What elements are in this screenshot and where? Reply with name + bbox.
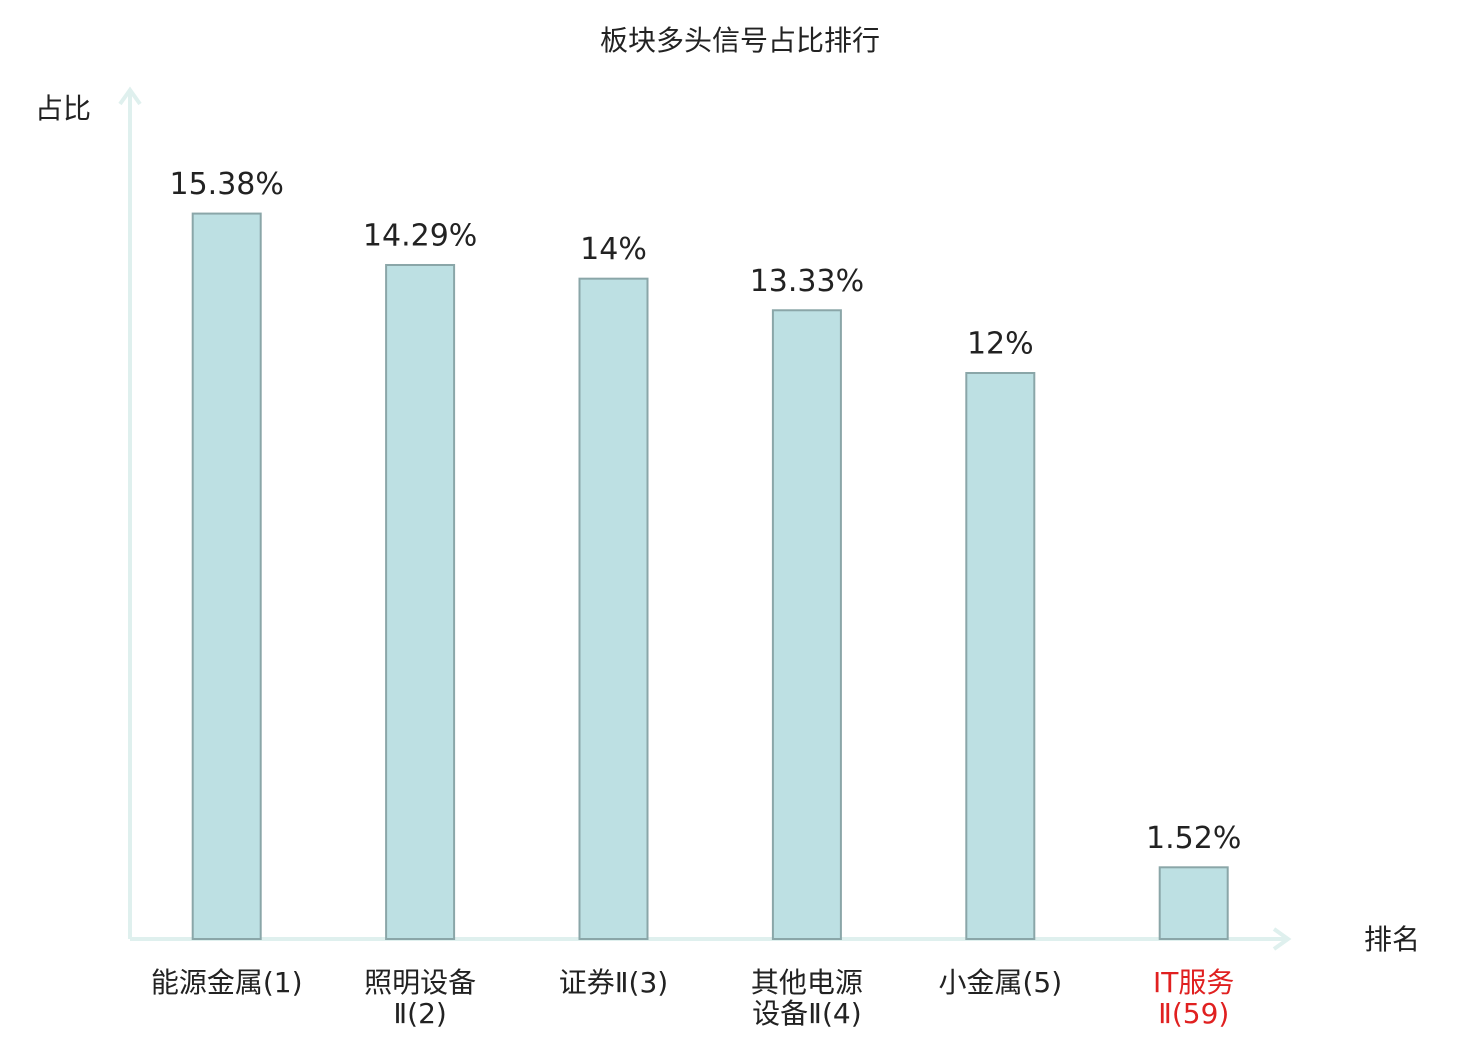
x-axis-label: 排名: [1364, 923, 1420, 956]
axes: [118, 86, 1292, 951]
x-tick-label: 能源金属(1): [151, 966, 303, 999]
bar: [385, 263, 456, 940]
y-axis-label: 占比: [35, 92, 91, 125]
value-label: 15.38%: [170, 167, 284, 202]
x-tick-label: Ⅱ(2): [393, 997, 446, 1030]
x-tick-label: 小金属(5): [938, 966, 1062, 999]
x-tick-label: 其他电源: [751, 966, 863, 999]
value-label: 14%: [580, 232, 647, 267]
value-label: 12%: [967, 327, 1034, 362]
x-tick-label: 设备Ⅱ(4): [752, 997, 861, 1030]
x-tick-label: 证券Ⅱ(3): [559, 966, 668, 999]
bar: [1158, 866, 1229, 940]
x-tick-label: 照明设备: [364, 966, 476, 999]
bar: [578, 277, 649, 940]
bar: [771, 309, 842, 941]
value-label: 1.52%: [1146, 821, 1241, 856]
value-label: 13.33%: [750, 264, 864, 299]
value-label: 14.29%: [363, 218, 477, 253]
chart-title: 板块多头信号占比排行: [600, 24, 880, 57]
bar: [191, 212, 262, 940]
x-tick-label: Ⅱ(59): [1158, 997, 1229, 1030]
x-tick-label: IT服务: [1153, 966, 1234, 999]
x-axis-arrow: [1272, 927, 1292, 951]
y-axis-arrow: [118, 86, 142, 106]
bar: [965, 372, 1036, 940]
